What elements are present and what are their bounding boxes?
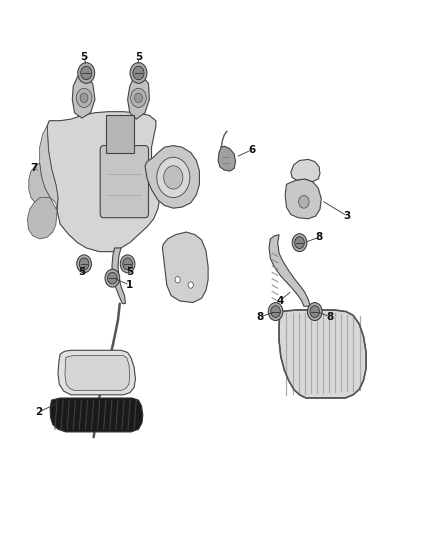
Circle shape (77, 255, 92, 273)
Circle shape (105, 269, 120, 287)
Text: 4: 4 (276, 296, 284, 306)
Circle shape (120, 255, 135, 273)
Polygon shape (285, 179, 321, 219)
Text: 8: 8 (326, 312, 334, 322)
Polygon shape (29, 163, 50, 206)
Polygon shape (47, 112, 160, 252)
Circle shape (78, 63, 95, 83)
Circle shape (157, 157, 190, 198)
Circle shape (81, 66, 92, 80)
Polygon shape (279, 310, 366, 398)
Text: 5: 5 (135, 52, 142, 62)
Circle shape (108, 272, 117, 284)
Circle shape (188, 282, 193, 288)
Polygon shape (145, 146, 199, 208)
Polygon shape (65, 356, 130, 391)
Text: 6: 6 (248, 145, 255, 155)
Polygon shape (28, 198, 57, 239)
Circle shape (130, 63, 147, 83)
Circle shape (133, 66, 144, 80)
Circle shape (295, 237, 304, 248)
Polygon shape (127, 73, 149, 119)
Text: 7: 7 (30, 164, 38, 173)
Polygon shape (50, 398, 143, 432)
Text: 3: 3 (344, 211, 351, 221)
Circle shape (310, 306, 320, 318)
Circle shape (123, 258, 132, 270)
Circle shape (307, 303, 322, 320)
Polygon shape (162, 232, 208, 303)
Text: 1: 1 (126, 280, 134, 290)
Polygon shape (112, 248, 125, 304)
Circle shape (175, 277, 180, 283)
Circle shape (271, 306, 280, 318)
FancyBboxPatch shape (100, 146, 148, 217)
Polygon shape (218, 146, 236, 171)
Circle shape (299, 196, 309, 208)
Text: 8: 8 (315, 232, 323, 243)
Text: 2: 2 (35, 407, 42, 417)
Text: 5: 5 (78, 267, 85, 277)
Circle shape (292, 233, 307, 252)
Circle shape (131, 88, 146, 108)
Circle shape (268, 303, 283, 320)
Text: 5: 5 (81, 52, 88, 62)
Polygon shape (291, 159, 320, 182)
Polygon shape (269, 235, 311, 306)
Text: 5: 5 (126, 267, 134, 277)
Circle shape (164, 166, 183, 189)
Circle shape (76, 88, 92, 108)
Polygon shape (40, 126, 58, 211)
FancyBboxPatch shape (106, 115, 134, 152)
Text: 8: 8 (257, 312, 264, 322)
Circle shape (80, 93, 88, 103)
Circle shape (134, 93, 142, 103)
Circle shape (79, 258, 89, 270)
Polygon shape (58, 350, 135, 395)
Polygon shape (72, 73, 95, 118)
